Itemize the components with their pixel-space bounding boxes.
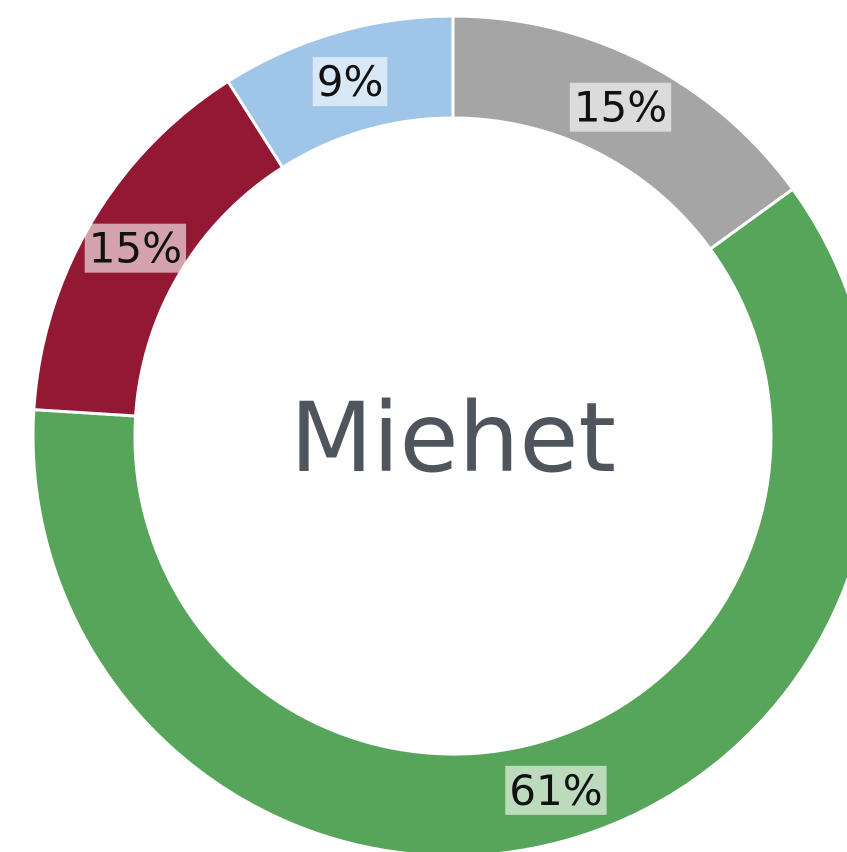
donut-segment [451, 14, 795, 252]
data-label: 9% [317, 57, 384, 106]
label-background [84, 223, 187, 273]
label-background [505, 765, 607, 815]
data-label: 15% [574, 83, 667, 132]
data-label: 61% [509, 766, 602, 815]
data-label: 15% [89, 224, 182, 273]
donut-segment [31, 187, 847, 852]
center-label: Miehet [290, 382, 616, 494]
label-background [312, 57, 388, 107]
label-background [569, 82, 672, 132]
